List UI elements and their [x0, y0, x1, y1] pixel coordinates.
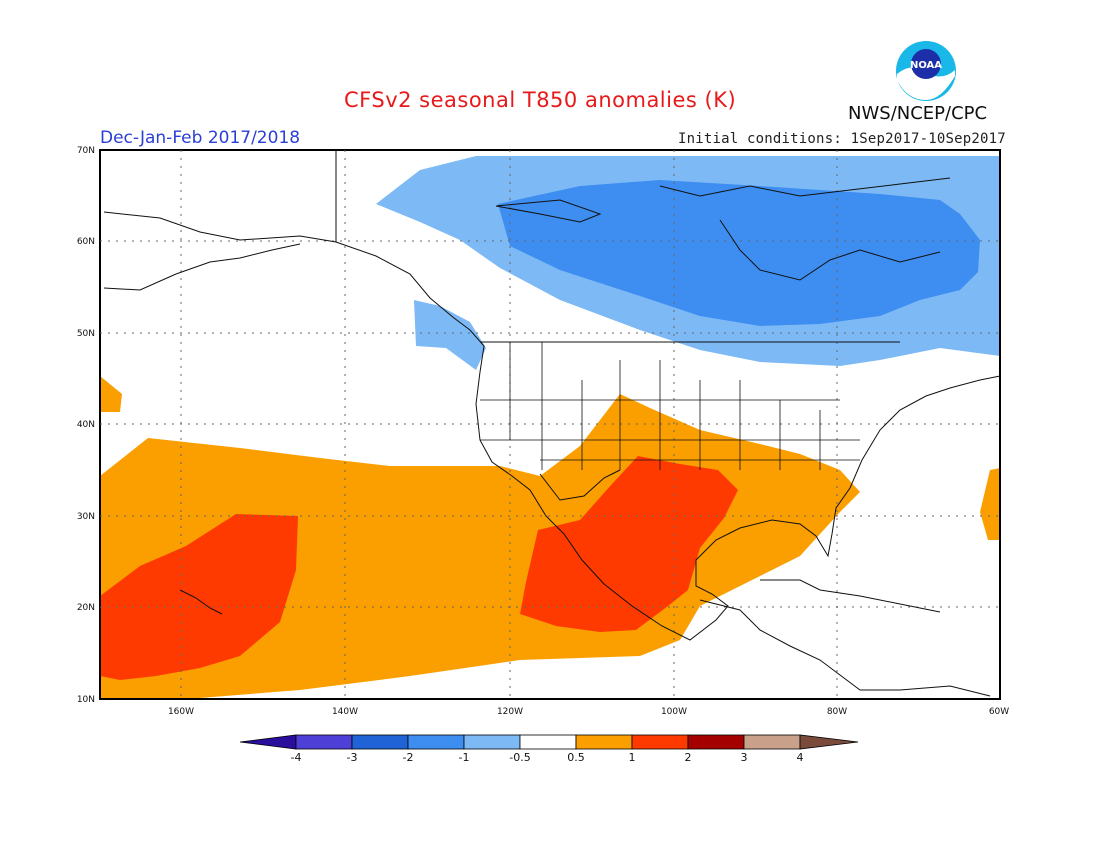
- legend-swatch: [463, 734, 521, 750]
- legend-label: -3: [347, 751, 358, 764]
- legend-swatch: [295, 734, 353, 750]
- strong-negative-anomaly-region: [498, 180, 980, 326]
- legend-swatch: [575, 734, 633, 750]
- lat-label: 70N: [77, 146, 95, 156]
- legend-arrow-right: [799, 734, 859, 750]
- legend-label: -2: [403, 751, 414, 764]
- strong-positive-anomaly-region: [520, 456, 738, 632]
- lon-label: 100W: [661, 707, 687, 717]
- lon-label: 120W: [497, 707, 523, 717]
- legend-label: -0.5: [509, 751, 530, 764]
- longitude-labels: 160W 140W 120W 100W 80W 60W: [168, 707, 1009, 717]
- strong-positive-anomaly-region: [100, 514, 298, 680]
- color-legend: -4 -3 -2 -1 -0.5 0.5 1 2 3 4: [239, 734, 859, 764]
- noaa-logo: NOAA: [896, 41, 956, 101]
- lon-label: 160W: [168, 707, 194, 717]
- legend-label: -1: [459, 751, 470, 764]
- lon-label: 140W: [332, 707, 358, 717]
- lat-label: 30N: [77, 512, 95, 522]
- lat-label: 50N: [77, 329, 95, 339]
- legend-label: 0.5: [567, 751, 585, 764]
- legend-swatch: [519, 734, 577, 750]
- map-title: CFSv2 seasonal T850 anomalies (K): [344, 88, 737, 112]
- lat-label: 20N: [77, 603, 95, 613]
- lon-label: 80W: [827, 707, 847, 717]
- legend-swatch: [743, 734, 801, 750]
- legend-label: 2: [685, 751, 692, 764]
- coastlines: [103, 150, 1001, 697]
- legend-swatch: [407, 734, 465, 750]
- lat-label: 60N: [77, 237, 95, 247]
- legend-label: 3: [741, 751, 748, 764]
- initial-conditions-label: Initial conditions: 1Sep2017-10Sep2017: [678, 131, 1006, 147]
- legend-label: 1: [629, 751, 636, 764]
- legend-swatch: [631, 734, 689, 750]
- negative-anomaly-region: [414, 300, 486, 370]
- organization-label: NWS/NCEP/CPC: [848, 103, 988, 124]
- season-label: Dec-Jan-Feb 2017/2018: [100, 128, 301, 148]
- state-borders: [480, 342, 860, 470]
- legend-swatch: [687, 734, 745, 750]
- legend-arrow-left: [239, 734, 297, 750]
- noaa-logo-text: NOAA: [910, 60, 942, 71]
- legend-label: -4: [291, 751, 302, 764]
- lat-label: 10N: [77, 695, 95, 705]
- legend-label: 4: [797, 751, 804, 764]
- positive-anomaly-region: [100, 376, 122, 412]
- lon-label: 60W: [989, 707, 1009, 717]
- latitude-labels: 70N 60N 50N 40N 30N 20N 10N: [77, 146, 95, 705]
- positive-anomaly-region: [980, 468, 1000, 540]
- graticule: [100, 150, 1000, 699]
- legend-swatch: [351, 734, 409, 750]
- lat-label: 40N: [77, 420, 95, 430]
